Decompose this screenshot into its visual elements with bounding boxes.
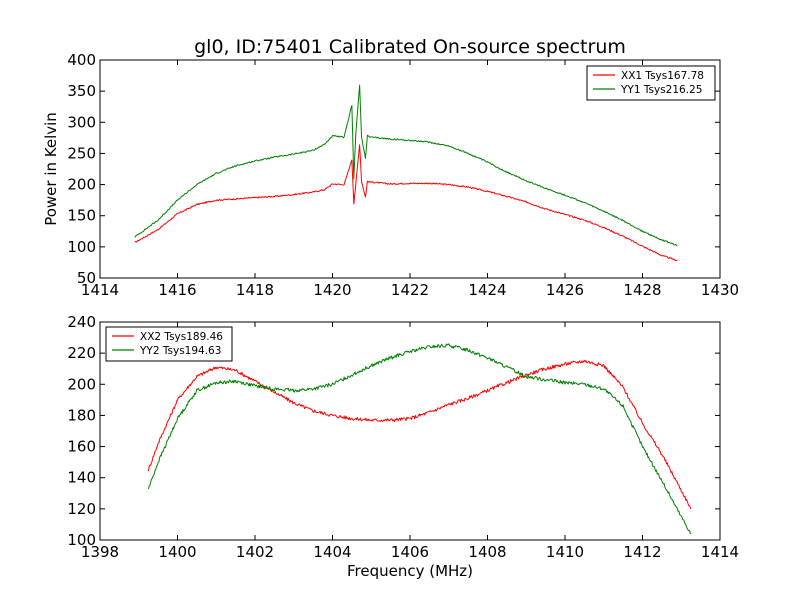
x-tick-label: 1404 <box>313 543 351 561</box>
x-tick-label: 1414 <box>701 543 739 561</box>
y-tick-label: 100 <box>67 238 96 256</box>
series-line-2 <box>134 84 678 247</box>
x-tick-label: 1408 <box>468 543 506 561</box>
legend-label: XX1 Tsys167.78 <box>621 70 704 82</box>
x-tick-label: 1418 <box>236 281 274 299</box>
legend: XX2 Tsys189.46 YY2 Tsys194.63 <box>105 326 233 362</box>
x-tick-label: 1402 <box>236 543 274 561</box>
y-tick-label: 400 <box>67 51 96 69</box>
series-line-1 <box>147 359 692 510</box>
y-tick-label: 160 <box>67 438 96 456</box>
y-tick-label: 200 <box>67 375 96 393</box>
x-tick-label: 1414 <box>81 281 119 299</box>
y-tick-label: 150 <box>67 207 96 225</box>
legend: XX1 Tsys167.78 YY1 Tsys216.25 <box>586 65 716 101</box>
x-tick-label: 1410 <box>546 543 584 561</box>
series-line-2 <box>147 343 692 535</box>
legend-label: XX2 Tsys189.46 <box>140 331 223 343</box>
x-tick-label: 1406 <box>391 543 429 561</box>
y-tick-label: 50 <box>77 269 96 287</box>
y-tick-label: 220 <box>67 344 96 362</box>
y-axis-label: Power in Kelvin <box>42 112 60 226</box>
legend-label: YY1 Tsys216.25 <box>620 84 702 96</box>
top-panel: 1414 1416 1418 1420 1422 1424 1426 1428 1430 50 10… <box>42 51 739 299</box>
y-tick-label: 120 <box>67 500 96 518</box>
y-tick-label: 180 <box>67 406 96 424</box>
x-tick-label: 1416 <box>158 281 196 299</box>
y-tick-label: 140 <box>67 469 96 487</box>
y-tick-label: 100 <box>67 531 96 549</box>
y-tick-label: 300 <box>67 113 96 131</box>
x-tick-label: 1412 <box>623 543 661 561</box>
legend-box <box>586 65 716 101</box>
figure-title: gl0, ID:75401 Calibrated On-source spect… <box>194 36 626 58</box>
y-tick-label: 250 <box>67 144 96 162</box>
x-tick-label: 1426 <box>546 281 584 299</box>
x-axis-label: Frequency (MHz) <box>347 562 473 580</box>
x-tick-label: 1424 <box>468 281 506 299</box>
x-tick-label: 1420 <box>313 281 351 299</box>
series-line-1 <box>134 144 678 262</box>
y-tick-label: 200 <box>67 176 96 194</box>
y-tick-label: 240 <box>67 313 96 331</box>
bottom-panel: 1398 1400 1402 1404 1406 1408 1410 1412 1414 100 1… <box>67 313 739 580</box>
x-tick-label: 1428 <box>623 281 661 299</box>
y-tick-label: 350 <box>67 82 96 100</box>
x-tick-label: 1398 <box>81 543 119 561</box>
x-tick-label: 1400 <box>158 543 196 561</box>
x-tick-label: 1430 <box>701 281 739 299</box>
x-tick-label: 1422 <box>391 281 429 299</box>
legend-box <box>105 326 233 362</box>
legend-label: YY2 Tsys194.63 <box>139 345 221 357</box>
